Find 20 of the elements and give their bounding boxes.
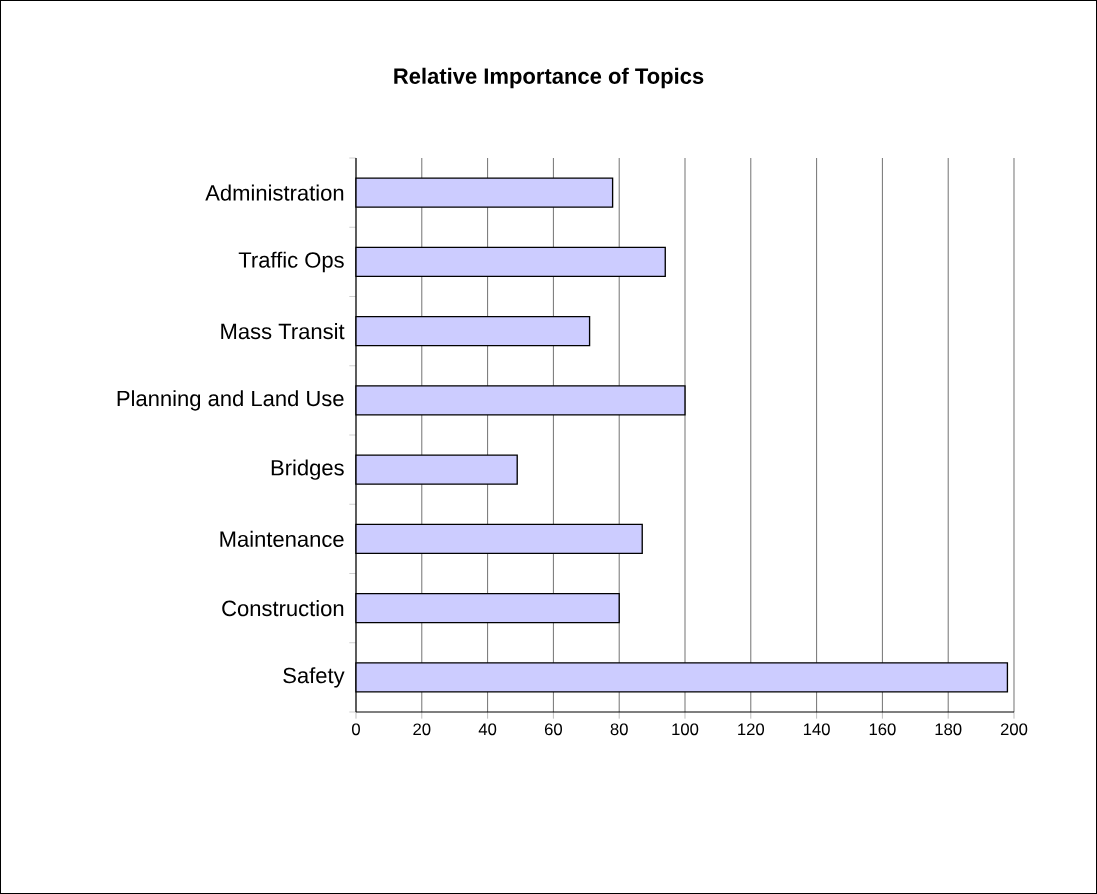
x-tick-label: 60 bbox=[544, 723, 563, 736]
x-tick-label: 100 bbox=[672, 723, 699, 736]
x-tick-label: 80 bbox=[610, 723, 628, 736]
y-tick-label: Bridges bbox=[271, 459, 344, 480]
chart-title: Relative Importance of Topics bbox=[394, 67, 704, 89]
x-tick-label: 40 bbox=[478, 723, 497, 736]
x-tick-label: 20 bbox=[413, 723, 431, 736]
y-tick-label: Administration bbox=[205, 184, 344, 201]
y-tick-label: Maintenance bbox=[220, 530, 344, 547]
x-tick-label: 0 bbox=[352, 723, 360, 736]
y-tick-label: Traffic Ops bbox=[238, 251, 344, 273]
y-tick-label: Planning and Land Use bbox=[117, 390, 344, 411]
y-tick-label: Construction bbox=[222, 600, 344, 617]
x-tick-label: 200 bbox=[1000, 723, 1028, 736]
x-tick-label: 120 bbox=[738, 723, 765, 736]
x-tick-label: 160 bbox=[869, 723, 896, 736]
x-tick-label: 180 bbox=[935, 723, 962, 736]
y-tick-label: Mass Transit bbox=[221, 323, 345, 340]
y-tick-label: Safety bbox=[283, 667, 345, 688]
x-tick-label: 140 bbox=[803, 723, 830, 736]
